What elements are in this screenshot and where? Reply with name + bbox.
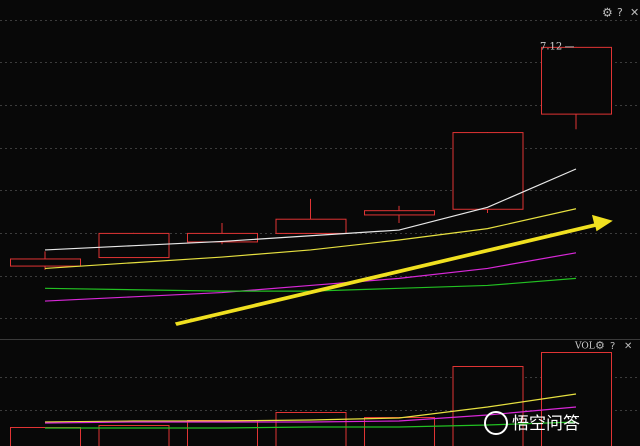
trend-arrow xyxy=(174,214,613,326)
help-icon[interactable]: ? xyxy=(617,6,623,19)
volume-bar xyxy=(98,425,170,446)
candle-body xyxy=(452,132,524,210)
candle-body xyxy=(364,210,435,216)
moving-average-line xyxy=(45,421,577,429)
watermark-logo xyxy=(484,411,508,435)
volume-bar xyxy=(187,420,258,446)
volume-bar xyxy=(275,412,347,446)
volume-title: VOL xyxy=(574,342,595,352)
moving-average-line xyxy=(44,208,577,270)
close-icon[interactable]: ✕ xyxy=(624,341,632,352)
close-icon[interactable]: ✕ xyxy=(630,6,639,19)
help-icon[interactable]: ? xyxy=(610,341,615,352)
moving-average-line xyxy=(44,393,577,423)
candle-body xyxy=(10,258,81,267)
high-label: 7.12 xyxy=(540,41,562,52)
watermark: 悟空问答 xyxy=(512,414,580,434)
volume-bar xyxy=(452,366,524,446)
candle-body xyxy=(275,218,347,234)
moving-average-line xyxy=(44,168,577,251)
price-panel: 7.12 xyxy=(0,20,640,319)
candle-body xyxy=(187,232,258,243)
settings-icon[interactable]: ⚙ xyxy=(595,339,605,352)
moving-average-line xyxy=(44,252,577,302)
volume-bar xyxy=(10,427,81,446)
volume-bar xyxy=(541,352,612,446)
candle-body xyxy=(541,46,612,115)
volume-panel xyxy=(0,352,640,446)
settings-icon[interactable]: ⚙ xyxy=(602,6,613,20)
